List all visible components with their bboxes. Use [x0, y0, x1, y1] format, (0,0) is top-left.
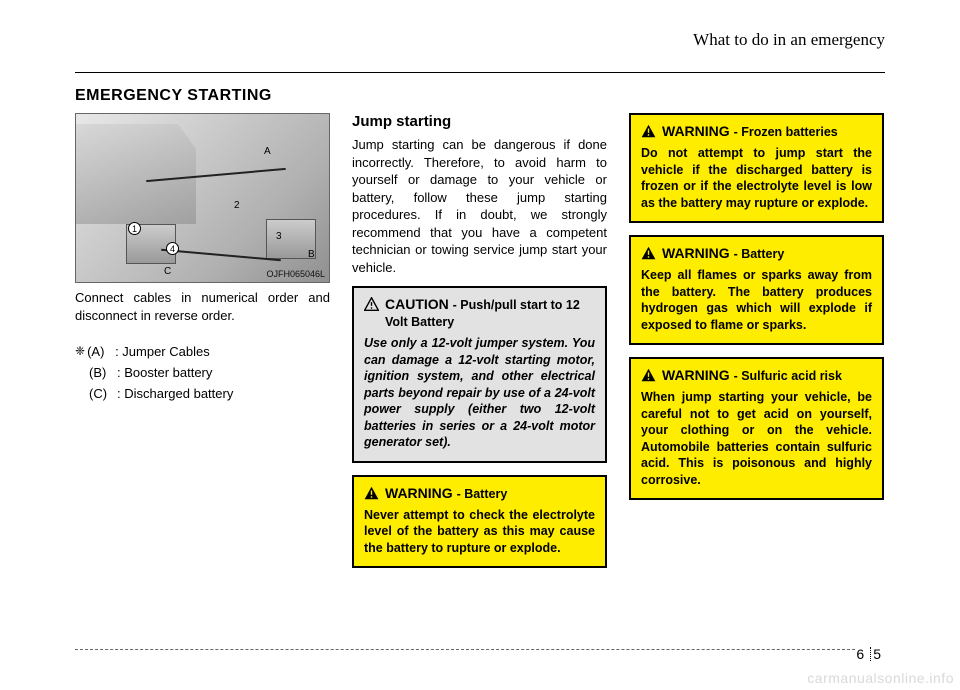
illus-label-a: A	[264, 146, 271, 157]
warning-sub-acid: - Sulfuric acid risk	[734, 369, 842, 383]
page-num-left: 6	[856, 646, 868, 662]
warning-box-battery-check: WARNING - Battery Never attempt to check…	[352, 475, 607, 569]
column-1: A B C 2 3 1 4 OJFH065046L Connect cables…	[75, 113, 330, 580]
warning-triangle-icon	[641, 246, 656, 260]
illus-label-3: 3	[276, 231, 282, 242]
chapter-title: What to do in an emergency	[75, 30, 885, 50]
warning-body-frozen: Do not attempt to jump start the vehicle…	[641, 145, 872, 211]
page-content: What to do in an emergency EMERGENCY STA…	[75, 30, 885, 630]
legend-row-a: ❈ (A) : Jumper Cables	[75, 342, 330, 363]
warning-title-row: WARNING - Battery	[364, 485, 595, 502]
column-3: WARNING - Frozen batteries Do not attemp…	[629, 113, 884, 580]
warning-title-wrap-acid: WARNING - Sulfuric acid risk	[662, 367, 872, 384]
header-rule	[75, 72, 885, 73]
jump-start-illustration: A B C 2 3 1 4 OJFH065046L	[75, 113, 330, 283]
watermark: carmanualsonline.info	[807, 670, 954, 686]
warning-triangle-icon	[641, 124, 656, 138]
warning-box-acid: WARNING - Sulfuric acid risk When jump s…	[629, 357, 884, 500]
illus-circle-1: 1	[128, 222, 141, 235]
legend-val-c: : Discharged battery	[117, 384, 233, 405]
warning-body-flames: Keep all flames or sparks away from the …	[641, 267, 872, 333]
section-title: EMERGENCY STARTING	[75, 87, 885, 105]
warning-sub-flames: - Battery	[734, 247, 785, 261]
legend: ❈ (A) : Jumper Cables (B) : Booster batt…	[75, 342, 330, 404]
illus-label-c: C	[164, 266, 171, 277]
caution-body: Use only a 12-volt jumper system. You ca…	[364, 335, 595, 451]
illus-circle-4: 4	[166, 242, 179, 255]
page-num-separator	[870, 647, 871, 661]
caution-triangle-icon	[364, 297, 379, 311]
page-number: 65	[856, 646, 885, 662]
illus-label-b: B	[308, 249, 315, 260]
warning-triangle-icon	[641, 368, 656, 382]
illus-label-2: 2	[234, 200, 240, 211]
legend-key-b: (B)	[89, 363, 117, 384]
warning-box-flames: WARNING - Battery Keep all flames or spa…	[629, 235, 884, 345]
warning-title-row-acid: WARNING - Sulfuric acid risk	[641, 367, 872, 384]
footer-dashes	[75, 649, 855, 650]
snowflake-icon: ❈	[75, 342, 85, 363]
warning-title-wrap-frozen: WARNING - Frozen batteries	[662, 123, 872, 140]
warning-title-wrap: WARNING - Battery	[385, 485, 595, 502]
warning-title-row-flames: WARNING - Battery	[641, 245, 872, 262]
legend-key-a: (A)	[87, 342, 115, 363]
legend-val-b: : Booster battery	[117, 363, 212, 384]
caution-title-wrap: CAUTION - Push/pull start to 12 Volt Bat…	[385, 296, 595, 330]
warning-triangle-icon	[364, 486, 379, 500]
legend-row-c: (C) : Discharged battery	[75, 384, 330, 405]
page-num-right: 5	[873, 646, 885, 662]
caution-label: CAUTION	[385, 296, 449, 312]
jump-starting-para: Jump starting can be dangerous if done i…	[352, 136, 607, 276]
warning-sub-battery: - Battery	[457, 487, 508, 501]
caution-title-row: CAUTION - Push/pull start to 12 Volt Bat…	[364, 296, 595, 330]
warning-sub-frozen: - Frozen batteries	[734, 125, 838, 139]
jump-starting-heading: Jump starting	[352, 113, 607, 130]
warning-label-acid: WARNING	[662, 367, 730, 383]
column-2: Jump starting Jump starting can be dange…	[352, 113, 607, 580]
illustration-code: OJFH065046L	[266, 269, 325, 279]
warning-box-frozen: WARNING - Frozen batteries Do not attemp…	[629, 113, 884, 223]
illus-cable-b	[161, 249, 281, 261]
illus-trunk	[76, 124, 196, 224]
legend-row-b: (B) : Booster battery	[75, 363, 330, 384]
connect-caption: Connect cables in numerical order and di…	[75, 289, 330, 324]
caution-box-push-pull: CAUTION - Push/pull start to 12 Volt Bat…	[352, 286, 607, 463]
warning-title-wrap-flames: WARNING - Battery	[662, 245, 872, 262]
warning-label-frozen: WARNING	[662, 123, 730, 139]
warning-body-battery: Never attempt to check the electrolyte l…	[364, 507, 595, 557]
warning-label-battery: WARNING	[385, 485, 453, 501]
warning-title-row-frozen: WARNING - Frozen batteries	[641, 123, 872, 140]
legend-key-c: (C)	[89, 384, 117, 405]
legend-val-a: : Jumper Cables	[115, 342, 210, 363]
warning-body-acid: When jump starting your vehicle, be care…	[641, 389, 872, 488]
warning-label-flames: WARNING	[662, 245, 730, 261]
columns: A B C 2 3 1 4 OJFH065046L Connect cables…	[75, 113, 885, 580]
